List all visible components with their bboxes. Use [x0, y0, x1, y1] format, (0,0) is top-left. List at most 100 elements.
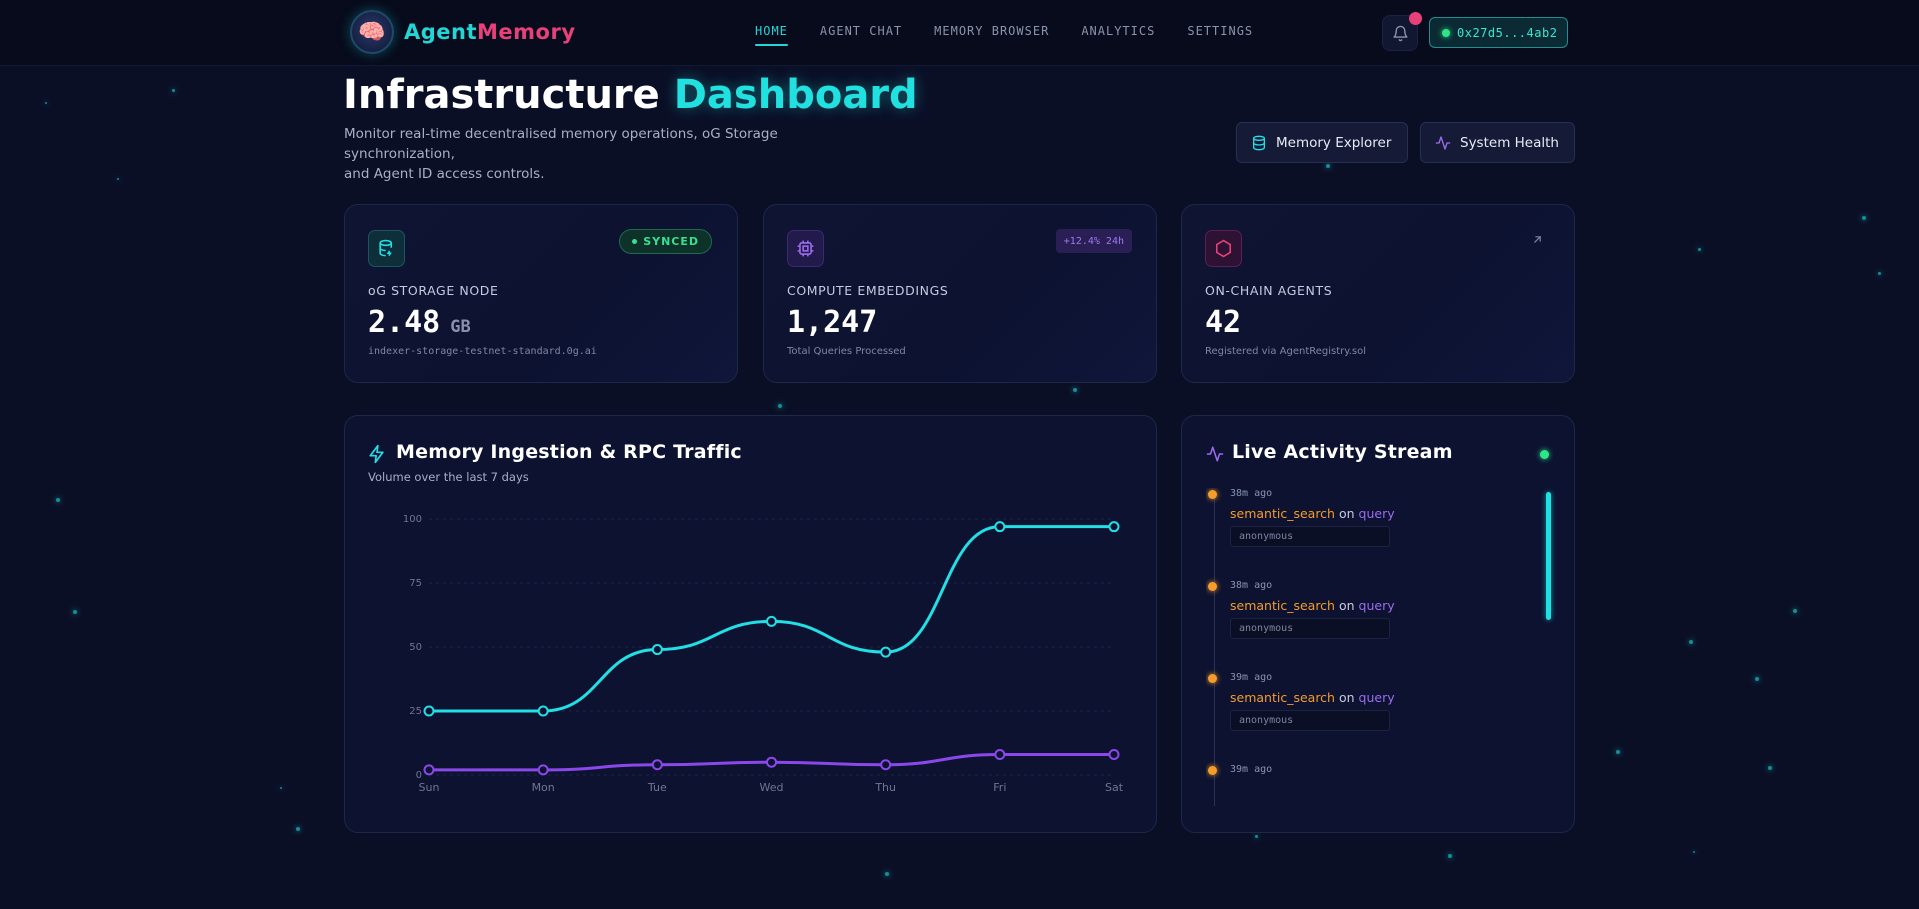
storage-unit: GB — [450, 317, 471, 337]
external-link-icon[interactable] — [1531, 233, 1544, 246]
compute-label: COMPUTE EMBEDDINGS — [787, 283, 949, 298]
notifications-button[interactable] — [1382, 12, 1422, 51]
compute-foot: Total Queries Processed — [787, 346, 906, 357]
wallet-address: 0x27d5...4ab2 — [1457, 25, 1558, 40]
brand-logo[interactable]: 🧠 AgentMemory — [350, 10, 576, 54]
data-point — [651, 644, 663, 656]
lightning-icon — [369, 444, 384, 464]
activity-target: query — [1358, 506, 1395, 521]
y-tick-label: 25 — [409, 706, 422, 717]
live-indicator — [1540, 450, 1549, 459]
data-point — [994, 521, 1006, 533]
nav-agent-chat[interactable]: AGENT CHAT — [819, 24, 903, 38]
memory-explorer-label: Memory Explorer — [1276, 134, 1392, 151]
agents-value: 42 — [1205, 305, 1242, 340]
activity-scrollbar[interactable] — [1546, 492, 1551, 620]
data-point — [1108, 749, 1120, 761]
system-health-button[interactable]: System Health — [1420, 122, 1575, 163]
page-subtitle-line-1: Monitor real-time decentralised memory o… — [344, 126, 778, 162]
timeline-line — [1214, 496, 1215, 806]
x-tick-label: Mon — [532, 781, 555, 794]
activity-function: semantic_search — [1230, 506, 1335, 521]
database-icon — [1253, 135, 1265, 150]
page-title-main: Infrastructure — [343, 72, 660, 118]
top-navbar: 🧠 AgentMemory HOME AGENT CHAT MEMORY BRO… — [0, 0, 1919, 66]
data-point — [537, 705, 549, 717]
activity-caller: anonymous — [1230, 618, 1390, 639]
storage-amount: 2.48 — [368, 305, 441, 340]
data-point — [994, 749, 1006, 761]
activity-caller: anonymous — [1230, 526, 1390, 547]
agents-label: ON-CHAIN AGENTS — [1205, 283, 1333, 298]
nav-analytics[interactable]: ANALYTICS — [1081, 24, 1156, 38]
x-tick-label: Tue — [647, 781, 667, 794]
activity-dot — [1208, 582, 1217, 591]
data-point — [766, 615, 777, 627]
synced-dot — [632, 239, 638, 244]
data-point — [1108, 521, 1120, 533]
activity-time: 38m ago — [1230, 580, 1273, 591]
brand-name-first: Agent — [404, 20, 478, 44]
activity-time: 39m ago — [1230, 764, 1273, 775]
wallet-status-dot — [1442, 28, 1450, 37]
storage-endpoint: indexer-storage-testnet-standard.0g.ai — [368, 346, 597, 357]
activity-function: semantic_search — [1230, 598, 1335, 613]
agents-foot: Registered via AgentRegistry.sol — [1205, 346, 1367, 357]
activity-icon — [1435, 135, 1451, 150]
series-line — [427, 525, 1116, 713]
storage-node-card: SYNCED oG STORAGE NODE 2.48 GB indexer-st… — [344, 204, 738, 383]
storage-label: oG STORAGE NODE — [368, 283, 499, 298]
activity-dot — [1208, 674, 1217, 683]
activity-dot — [1208, 766, 1217, 775]
y-tick-label: 100 — [403, 514, 422, 525]
data-point — [423, 764, 435, 776]
x-tick-label: Sat — [1105, 781, 1124, 794]
ingestion-chart-panel: Memory Ingestion & RPC Traffic Volume ov… — [344, 415, 1157, 833]
activity-on: on — [1338, 506, 1355, 521]
brain-icon: 🧠 — [350, 10, 394, 54]
x-tick-label: Fri — [993, 781, 1006, 794]
activity-list[interactable]: 38m ago semantic_search on query anonymo… — [1206, 488, 1536, 810]
activity-time: 39m ago — [1230, 672, 1273, 683]
nav-links: HOME AGENT CHAT MEMORY BROWSER ANALYTICS… — [755, 24, 1254, 46]
activity-time: 38m ago — [1230, 488, 1273, 499]
data-point — [766, 756, 777, 768]
chart-subtitle: Volume over the last 7 days — [368, 470, 529, 484]
activity-function: semantic_search — [1230, 690, 1335, 705]
page-subtitle-line-2: and Agent ID access controls. — [344, 166, 545, 182]
activity-text: semantic_search on query — [1230, 598, 1395, 613]
activity-panel: Live Activity Stream 38m ago semantic_se… — [1181, 415, 1575, 833]
y-tick-label: 75 — [409, 578, 422, 589]
system-health-label: System Health — [1460, 134, 1559, 151]
onchain-agents-card: ON-CHAIN AGENTS 42 Registered via AgentR… — [1181, 204, 1575, 383]
data-point — [880, 646, 892, 658]
traffic-line-chart: 0 25 50 75 100 Sun Mon Tue Wed Thu Fri Sat — [403, 514, 1124, 794]
activity-text: semantic_search on query — [1230, 690, 1395, 705]
data-point — [651, 759, 663, 771]
y-tick-label: 0 — [416, 770, 422, 781]
compute-value: 1,247 — [787, 305, 878, 340]
activity-title: Live Activity Stream — [1232, 441, 1453, 463]
compute-embeddings-card: +12.4% 24h COMPUTE EMBEDDINGS 1,247 Tota… — [763, 204, 1157, 383]
synced-label: SYNCED — [643, 235, 699, 248]
hexagon-icon — [1205, 230, 1242, 267]
nav-memory-browser[interactable]: MEMORY BROWSER — [934, 24, 1050, 38]
y-tick-label: 50 — [409, 642, 422, 653]
data-point — [880, 759, 892, 771]
activity-pulse-icon — [1206, 446, 1224, 462]
activity-target: query — [1358, 598, 1395, 613]
activity-on: on — [1338, 690, 1355, 705]
wallet-button[interactable]: 0x27d5...4ab2 — [1429, 17, 1568, 48]
activity-text: semantic_search on query — [1230, 506, 1395, 521]
activity-caller: anonymous — [1230, 710, 1390, 731]
page-subtitle: Monitor real-time decentralised memory o… — [344, 124, 864, 184]
activity-target: query — [1358, 690, 1395, 705]
brand-name: AgentMemory — [404, 20, 576, 44]
notification-dot — [1409, 12, 1422, 25]
x-tick-label: Thu — [874, 781, 896, 794]
nav-home[interactable]: HOME — [755, 24, 788, 46]
memory-explorer-button[interactable]: Memory Explorer — [1236, 122, 1408, 163]
brand-name-second: Memory — [477, 20, 576, 44]
nav-settings[interactable]: SETTINGS — [1187, 24, 1254, 38]
x-tick-label: Wed — [760, 781, 784, 794]
